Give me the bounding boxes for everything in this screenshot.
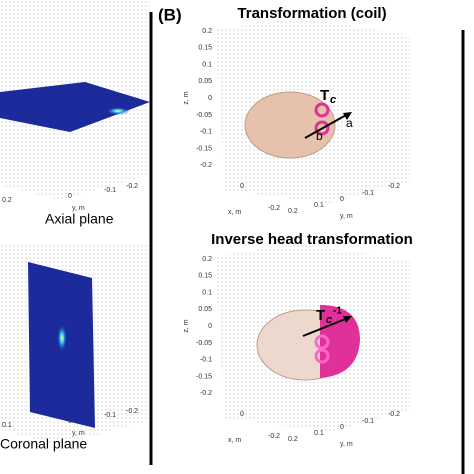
tick-label: 0 xyxy=(68,418,72,425)
axial-plane xyxy=(0,82,150,132)
tick-label: -0.1 xyxy=(104,187,116,194)
y-tick-label: 0.2 xyxy=(288,208,298,215)
y-tick-label: 0.1 xyxy=(314,430,324,437)
annotation: T xyxy=(320,87,329,104)
coil xyxy=(314,120,330,136)
z-tick-label: 0.15 xyxy=(198,45,212,52)
y-axis-label: y, m xyxy=(340,441,353,448)
tick-label: 0.2 xyxy=(2,197,12,204)
field-spot xyxy=(57,324,67,352)
x-axis-label: x, m xyxy=(228,437,241,444)
caption: Axial plane xyxy=(45,211,114,227)
tick-label: -0.2 xyxy=(126,183,138,190)
y-tick-label: 0 xyxy=(340,424,344,431)
y-tick-label: 0.2 xyxy=(288,436,298,443)
z-tick-label: 0.1 xyxy=(202,289,212,296)
y-tick-label: -0.1 xyxy=(362,190,374,197)
annotation: T xyxy=(316,307,325,324)
z-tick-label: 0.2 xyxy=(202,256,212,263)
z-tick-label: -0.05 xyxy=(196,340,212,347)
annotation: b xyxy=(316,129,323,143)
z-axis-label: z, m xyxy=(183,319,190,332)
coil xyxy=(314,102,330,118)
coil xyxy=(314,334,330,350)
field-spot xyxy=(106,107,130,115)
y-tick-label: -0.1 xyxy=(362,418,374,425)
z-tick-label: -0.2 xyxy=(200,390,212,397)
z-tick-label: -0.05 xyxy=(196,112,212,119)
z-tick-label: 0 xyxy=(208,323,212,330)
x-axis-label: x, m xyxy=(228,209,241,216)
plot-title: Transformation (coil) xyxy=(237,5,386,22)
tick-label: 0.1 xyxy=(2,422,12,429)
annotation: c xyxy=(330,94,336,106)
z-tick-label: -0.15 xyxy=(196,145,212,152)
z-tick-label: 0.05 xyxy=(198,306,212,313)
annotation: c xyxy=(326,314,332,326)
head-model xyxy=(244,91,336,159)
arrow-head xyxy=(343,112,352,120)
z-axis-label: z, m xyxy=(183,91,190,104)
annotation: -1 xyxy=(333,306,342,317)
y-axis-label: y, m xyxy=(340,213,353,220)
y-tick-label: -0.2 xyxy=(388,411,400,418)
tick-label: y, m xyxy=(72,430,85,437)
z-tick-label: 0.1 xyxy=(202,61,212,68)
z-tick-label: -0.1 xyxy=(200,129,212,136)
arrow xyxy=(302,317,349,337)
caption: Coronal plane xyxy=(0,436,87,452)
x-tick-label: 0 xyxy=(240,411,244,418)
head-region xyxy=(320,305,360,378)
z-tick-label: -0.2 xyxy=(200,162,212,169)
z-tick-label: -0.15 xyxy=(196,373,212,380)
tick-label: 0 xyxy=(68,193,72,200)
z-tick-label: 0.2 xyxy=(202,28,212,35)
tick-label: y, m xyxy=(72,205,85,212)
z-tick-label: 0.05 xyxy=(198,78,212,85)
arrow-head xyxy=(343,316,352,323)
coil xyxy=(314,348,330,364)
arrow xyxy=(304,113,349,139)
y-tick-label: -0.2 xyxy=(388,183,400,190)
x-tick-label: 0 xyxy=(240,183,244,190)
z-tick-label: -0.1 xyxy=(200,357,212,364)
tick-label: -0.2 xyxy=(126,408,138,415)
z-tick-label: 0.15 xyxy=(198,273,212,280)
x-tick-label: -0.2 xyxy=(268,205,280,212)
y-tick-label: 0 xyxy=(340,196,344,203)
y-tick-label: 0.1 xyxy=(314,202,324,209)
tick-label: -0.1 xyxy=(104,412,116,419)
x-tick-label: -0.2 xyxy=(268,433,280,440)
panel-label: (B) xyxy=(158,5,182,24)
annotation: a xyxy=(346,116,353,130)
z-tick-label: 0 xyxy=(208,95,212,102)
plot-title: Inverse head transformation xyxy=(211,231,413,248)
